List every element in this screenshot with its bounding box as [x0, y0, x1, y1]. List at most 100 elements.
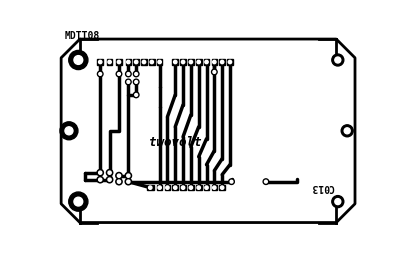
Circle shape: [98, 60, 102, 64]
Circle shape: [264, 180, 266, 183]
Circle shape: [211, 69, 217, 75]
Circle shape: [228, 60, 231, 64]
Circle shape: [196, 60, 200, 64]
Circle shape: [165, 186, 169, 189]
Circle shape: [220, 60, 223, 64]
Circle shape: [97, 169, 103, 176]
Text: C013: C013: [310, 182, 333, 192]
Circle shape: [133, 79, 139, 85]
Circle shape: [148, 186, 151, 189]
Circle shape: [126, 180, 130, 183]
Circle shape: [173, 186, 177, 189]
Circle shape: [181, 186, 184, 189]
Circle shape: [158, 60, 161, 64]
Circle shape: [205, 186, 208, 189]
Bar: [180, 59, 185, 65]
Circle shape: [115, 172, 122, 179]
Circle shape: [340, 125, 352, 137]
Circle shape: [228, 179, 234, 184]
Circle shape: [212, 186, 215, 189]
Circle shape: [98, 171, 102, 174]
Circle shape: [134, 93, 137, 96]
Circle shape: [60, 122, 78, 140]
Circle shape: [262, 179, 268, 184]
Bar: [211, 185, 217, 190]
Circle shape: [106, 176, 113, 183]
Circle shape: [334, 199, 340, 205]
Circle shape: [98, 178, 102, 181]
Circle shape: [117, 60, 120, 64]
Bar: [125, 59, 131, 65]
Circle shape: [134, 73, 137, 75]
Bar: [195, 59, 201, 65]
Circle shape: [189, 186, 192, 189]
Circle shape: [127, 73, 130, 75]
Circle shape: [134, 60, 138, 64]
Circle shape: [65, 127, 73, 135]
Circle shape: [158, 186, 161, 189]
Circle shape: [331, 196, 343, 207]
Text: twovolt: twovolt: [148, 136, 201, 149]
Bar: [211, 59, 217, 65]
Circle shape: [126, 174, 130, 177]
Circle shape: [173, 60, 177, 64]
Circle shape: [74, 56, 83, 64]
Circle shape: [117, 174, 120, 177]
Bar: [180, 185, 185, 190]
Circle shape: [108, 178, 111, 181]
Circle shape: [97, 176, 103, 183]
Circle shape: [98, 73, 101, 75]
Bar: [172, 59, 178, 65]
Circle shape: [196, 186, 200, 189]
Bar: [226, 59, 232, 65]
Bar: [133, 59, 139, 65]
Bar: [172, 185, 178, 190]
Circle shape: [126, 60, 130, 64]
Bar: [219, 185, 224, 190]
Circle shape: [68, 192, 88, 211]
Circle shape: [125, 178, 131, 185]
Bar: [188, 59, 193, 65]
Circle shape: [125, 172, 131, 179]
Bar: [203, 59, 209, 65]
Circle shape: [343, 128, 350, 134]
Circle shape: [108, 60, 111, 64]
Circle shape: [142, 60, 145, 64]
Circle shape: [117, 73, 120, 75]
Bar: [147, 185, 153, 190]
Bar: [116, 59, 121, 65]
Bar: [156, 185, 162, 190]
Circle shape: [181, 60, 184, 64]
Circle shape: [106, 169, 113, 176]
Circle shape: [127, 81, 130, 83]
Bar: [188, 185, 193, 190]
Circle shape: [115, 178, 122, 185]
Bar: [203, 185, 209, 190]
Circle shape: [230, 180, 232, 183]
Circle shape: [116, 71, 121, 77]
Circle shape: [108, 171, 111, 174]
Text: MDTT08: MDTT08: [64, 31, 99, 41]
Bar: [156, 59, 162, 65]
Circle shape: [117, 180, 120, 183]
Circle shape: [134, 81, 137, 83]
Circle shape: [334, 57, 340, 63]
Bar: [164, 185, 170, 190]
Circle shape: [150, 60, 153, 64]
Bar: [107, 59, 112, 65]
Circle shape: [125, 71, 131, 77]
Bar: [219, 59, 224, 65]
Circle shape: [133, 92, 139, 98]
Circle shape: [220, 186, 223, 189]
Circle shape: [74, 197, 83, 206]
Bar: [149, 59, 154, 65]
Circle shape: [212, 60, 215, 64]
Bar: [97, 59, 103, 65]
Circle shape: [68, 51, 88, 70]
Circle shape: [189, 60, 192, 64]
Circle shape: [97, 71, 103, 77]
Circle shape: [125, 79, 131, 85]
Circle shape: [212, 70, 215, 73]
Bar: [195, 185, 201, 190]
Bar: [141, 59, 147, 65]
